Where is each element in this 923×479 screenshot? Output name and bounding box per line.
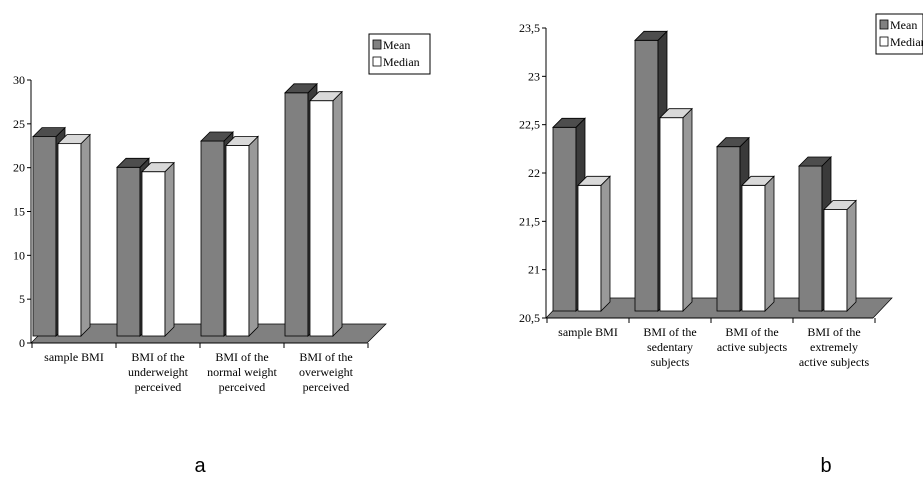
y-tick-label: 20,5 <box>519 311 540 325</box>
bar-median-3 <box>225 144 250 337</box>
bar-median-4 <box>823 209 848 312</box>
bar-median-4 <box>309 100 334 337</box>
x-category-label: BMI of the normal weight perceived <box>207 350 277 394</box>
bar-side-median-3 <box>248 135 259 337</box>
bar-mean-2 <box>634 39 659 312</box>
x-category-label: BMI of the underweight perceived <box>128 350 189 394</box>
x-category-label-line: perceived <box>219 380 266 394</box>
bar-mean-4 <box>798 165 823 312</box>
panel-label: b <box>820 455 831 477</box>
x-category-label-line: underweight <box>128 365 189 379</box>
bar-top-median-3 <box>741 175 775 186</box>
x-category-label: sample BMI <box>558 325 618 339</box>
y-tick-label: 22,5 <box>519 118 540 132</box>
legend-box <box>368 33 431 75</box>
x-category-label: BMI of the overweight perceived <box>299 350 354 394</box>
x-category-label-line: sedentary <box>647 340 693 354</box>
y-tick-label: 22 <box>528 166 540 180</box>
x-category-label-line: active subjects <box>799 355 870 369</box>
legend-swatch-median <box>879 36 889 47</box>
legend-label-mean: Mean <box>890 18 917 32</box>
bar-side-median-3 <box>764 175 775 312</box>
y-tick-label: 10 <box>13 248 25 262</box>
y-tick-label: 25 <box>13 117 25 131</box>
y-tick-label: 0 <box>19 336 25 350</box>
bar-side-median-1 <box>80 133 91 337</box>
bar-top-median-1 <box>577 175 611 186</box>
bar-mean-4 <box>284 92 309 337</box>
x-category-label-line: perceived <box>135 380 182 394</box>
bar-mean-3 <box>200 140 225 337</box>
legend-swatch-mean <box>879 19 889 30</box>
y-tick-label: 15 <box>13 205 25 219</box>
bar-top-mean-1 <box>32 127 66 138</box>
y-tick-label: 20 <box>13 161 25 175</box>
y-tick-label: 21,5 <box>519 214 540 228</box>
x-category-label-line: BMI of the <box>215 350 268 364</box>
bar-mean-1 <box>32 136 57 337</box>
y-tick-label: 23 <box>528 69 540 83</box>
chart-b: 20,5 21 21,5 22 22,5 23 23,5 sample BMI BMI of t… <box>519 13 923 477</box>
bar-mean-3 <box>716 146 741 312</box>
bar-mean-1 <box>552 126 577 312</box>
y-tick-label: 21 <box>528 263 540 277</box>
x-category-label-line: BMI of the <box>643 325 696 339</box>
bar-top-mean-4 <box>798 156 832 167</box>
x-category-label: sample BMI <box>44 350 104 364</box>
legend-label-median: Median <box>890 35 923 49</box>
bar-mean-2 <box>116 166 141 337</box>
x-category-label-line: perceived <box>303 380 350 394</box>
x-category-label-line: sample BMI <box>558 325 618 339</box>
bar-median-2 <box>659 117 684 312</box>
legend-label-mean: Mean <box>383 38 410 52</box>
x-category-label-line: BMI of the <box>725 325 778 339</box>
x-category-label-line: BMI of the <box>807 325 860 339</box>
legend-swatch-mean <box>372 39 382 50</box>
y-tick-label: 5 <box>19 292 25 306</box>
x-category-label-line: BMI of the <box>299 350 352 364</box>
x-category-label-line: overweight <box>299 365 354 379</box>
bar-median-1 <box>57 143 82 337</box>
bar-side-median-4 <box>846 199 857 312</box>
bar-top-mean-2 <box>634 30 668 41</box>
x-category-label-line: BMI of the <box>131 350 184 364</box>
x-category-label: BMI of the active subjects <box>717 325 788 354</box>
bar-side-median-4 <box>332 90 343 337</box>
bar-top-median-2 <box>141 162 175 173</box>
bar-side-median-1 <box>600 175 611 312</box>
bar-median-1 <box>577 184 602 312</box>
x-category-label-line: sample BMI <box>44 350 104 364</box>
x-category-label-line: normal weight <box>207 365 277 379</box>
bar-median-2 <box>141 171 166 337</box>
x-category-label-line: active subjects <box>717 340 788 354</box>
bar-side-median-2 <box>682 107 693 312</box>
bar-top-mean-3 <box>200 131 234 142</box>
bar-top-median-3 <box>225 135 259 146</box>
bar-top-mean-4 <box>284 83 318 94</box>
bar-top-mean-2 <box>116 157 150 168</box>
bar-side-median-2 <box>164 161 175 337</box>
x-category-label-line: extremely <box>810 340 858 354</box>
bar-top-mean-3 <box>716 137 750 148</box>
bar-median-3 <box>741 184 766 312</box>
bar-top-median-1 <box>57 134 91 145</box>
bar-top-median-2 <box>659 108 693 119</box>
y-tick-label: 30 <box>13 73 25 87</box>
x-category-label: BMI of the sedentary subjects <box>643 325 696 369</box>
x-category-label: BMI of the extremely active subjects <box>799 325 870 369</box>
legend-swatch-median <box>372 56 382 67</box>
bar-top-median-4 <box>309 91 343 102</box>
bar-top-mean-1 <box>552 117 586 128</box>
y-tick-label: 23,5 <box>519 21 540 35</box>
x-category-label-line: subjects <box>651 355 690 369</box>
bar-top-median-4 <box>823 200 857 210</box>
panel-label: a <box>194 455 206 477</box>
legend-label-median: Median <box>383 55 420 69</box>
